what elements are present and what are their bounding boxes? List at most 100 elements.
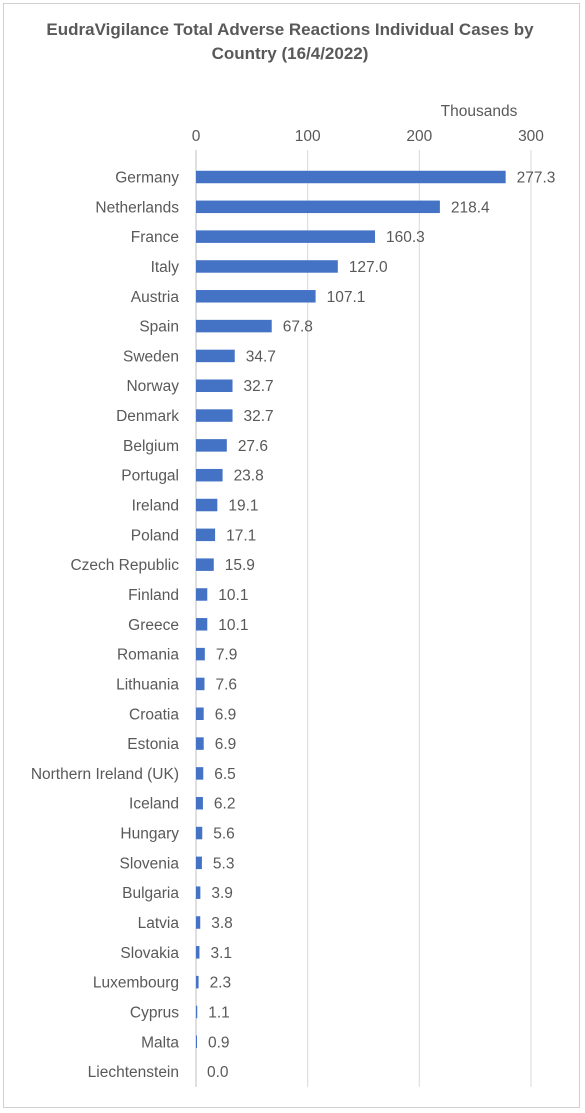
x-tick-label: 0: [192, 128, 201, 145]
data-label: 6.9: [215, 736, 237, 753]
data-label: 32.7: [244, 378, 274, 395]
bar: [196, 439, 227, 452]
category-label: Czech Republic: [70, 557, 179, 574]
data-label: 277.3: [517, 170, 556, 187]
data-label: 15.9: [225, 557, 255, 574]
data-label: 5.3: [213, 855, 235, 872]
data-label: 67.8: [283, 319, 313, 336]
x-tick-label: 100: [295, 128, 321, 145]
data-label: 19.1: [228, 498, 258, 515]
x-tick-label: 300: [518, 128, 544, 145]
data-label: 6.9: [215, 706, 237, 723]
category-label: Finland: [128, 587, 179, 604]
category-label: Germany: [115, 170, 179, 187]
data-label: 34.7: [246, 348, 276, 365]
bar: [196, 796, 203, 810]
category-label: Northern Ireland (UK): [31, 766, 179, 783]
category-label: Estonia: [127, 736, 179, 753]
category-label: Spain: [139, 319, 179, 336]
chart-frame: [3, 3, 580, 1108]
category-label: Malta: [141, 1034, 179, 1051]
data-label: 3.9: [211, 885, 233, 902]
category-label: Iceland: [129, 796, 179, 813]
chart-title: EudraVigilance Total Adverse Reactions I…: [46, 20, 534, 63]
data-label: 0.9: [208, 1034, 230, 1051]
data-label: 107.1: [327, 289, 366, 306]
bar: [196, 946, 200, 959]
bar: [196, 647, 205, 661]
bar: [196, 260, 338, 273]
category-label: Romania: [117, 647, 179, 664]
data-label: 3.8: [211, 915, 233, 932]
data-label: 23.8: [234, 468, 264, 485]
data-label: 17.1: [226, 527, 256, 544]
data-label: 27.6: [238, 438, 268, 455]
data-label: 5.6: [213, 826, 235, 843]
bar: [196, 916, 201, 929]
category-label: Austria: [131, 289, 180, 306]
category-label: Hungary: [120, 826, 179, 843]
category-label: Ireland: [132, 498, 179, 515]
data-label: 10.1: [218, 587, 248, 604]
data-label: 127.0: [349, 259, 388, 276]
data-label: 160.3: [386, 229, 425, 246]
data-label: 3.1: [210, 945, 232, 962]
category-label: Italy: [151, 259, 180, 276]
data-label: 7.6: [215, 676, 237, 693]
bar: [196, 1035, 198, 1049]
category-label: Lithuania: [116, 676, 179, 693]
bar: [196, 558, 214, 571]
x-tick-label: 200: [406, 128, 432, 145]
data-label: 2.3: [210, 975, 232, 992]
bar: [196, 468, 223, 482]
category-label: Slovakia: [120, 945, 179, 962]
bar: [196, 170, 506, 184]
bar: [196, 707, 204, 721]
bar: [196, 856, 202, 870]
bar: [196, 975, 199, 989]
bar: [196, 498, 218, 512]
category-label: Sweden: [123, 348, 179, 365]
category-label: Croatia: [129, 706, 179, 723]
bar: [196, 349, 235, 363]
data-label: 1.1: [208, 1004, 230, 1021]
category-label: Luxembourg: [93, 975, 179, 992]
category-label: Greece: [128, 617, 179, 634]
category-label: Denmark: [116, 408, 179, 425]
bar: [196, 767, 204, 780]
bar: [196, 618, 208, 631]
data-label: 6.5: [214, 766, 236, 783]
category-label: Latvia: [138, 915, 180, 932]
category-label: Norway: [126, 378, 179, 395]
category-label: Portugal: [121, 468, 179, 485]
bar: [196, 886, 201, 899]
category-label: Belgium: [123, 438, 179, 455]
bar: [196, 737, 204, 750]
bar: [196, 1005, 198, 1019]
data-label: 10.1: [218, 617, 248, 634]
bar: [196, 200, 440, 214]
bar: [196, 826, 203, 840]
data-label: 218.4: [451, 199, 490, 216]
bar: [196, 379, 233, 392]
category-label: Liechtenstein: [88, 1064, 179, 1081]
bar: [196, 588, 208, 601]
bar: [196, 677, 205, 691]
bar: [196, 528, 216, 542]
data-label: 7.9: [216, 647, 238, 664]
category-label: Netherlands: [95, 199, 179, 216]
bar: [196, 290, 316, 303]
data-label: 0.0: [207, 1064, 229, 1081]
bar: [196, 319, 272, 333]
category-label: Bulgaria: [122, 885, 179, 902]
category-label: Poland: [131, 527, 179, 544]
bar: [196, 409, 233, 422]
data-label: 32.7: [244, 408, 274, 425]
axis-unit-label: Thousands: [441, 103, 518, 120]
category-label: France: [131, 229, 179, 246]
data-label: 6.2: [214, 796, 236, 813]
category-label: Cyprus: [130, 1004, 179, 1021]
bar: [196, 230, 376, 243]
category-label: Slovenia: [120, 855, 180, 872]
